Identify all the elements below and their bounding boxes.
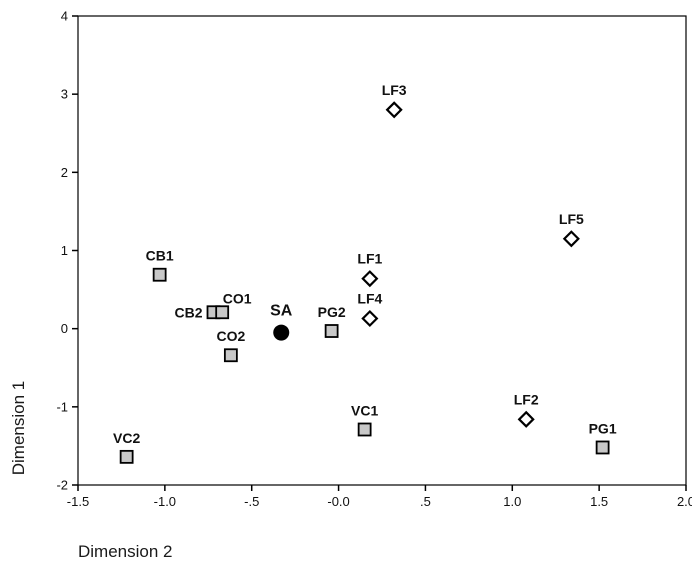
label-lf4: LF4: [357, 291, 382, 307]
y-axis-title: Dimension 1: [9, 381, 28, 476]
point-cb1: [152, 267, 167, 282]
x-tick-label: 2.0: [677, 494, 692, 509]
y-tick-label: 1: [61, 243, 68, 258]
label-cb2: CB2: [174, 304, 202, 320]
y-tick-label: -2: [56, 478, 68, 493]
y-tick-label: 3: [61, 87, 68, 102]
y-tick-label: 0: [61, 321, 68, 336]
x-tick-label: .5: [420, 494, 431, 509]
label-lf2: LF2: [514, 391, 539, 407]
y-tick-label: 4: [61, 9, 68, 24]
point-lf2: [517, 410, 535, 428]
point-lf3: [385, 101, 403, 119]
label-lf5: LF5: [559, 211, 584, 227]
x-tick-label: 1.0: [503, 494, 521, 509]
label-cb1: CB1: [146, 248, 174, 264]
x-tick-label: -1.0: [154, 494, 176, 509]
point-lf5: [562, 230, 580, 248]
x-tick-label: 1.5: [590, 494, 608, 509]
point-pg2: [324, 324, 339, 338]
label-sa: SA: [270, 303, 293, 320]
point-vc2: [119, 449, 134, 464]
x-tick-label: -.5: [244, 494, 259, 509]
x-axis-title: Dimension 2: [78, 542, 173, 561]
label-lf1: LF1: [357, 251, 382, 267]
point-lf1: [361, 270, 379, 288]
y-tick-label: 2: [61, 165, 68, 180]
x-tick-label: -1.5: [67, 494, 89, 509]
label-vc2: VC2: [113, 430, 140, 446]
point-lf4: [361, 309, 379, 328]
point-co2: [223, 348, 238, 363]
point-pg1: [595, 440, 610, 455]
x-tick-label: -0.0: [327, 494, 349, 509]
label-pg2: PG2: [318, 304, 346, 320]
label-co1: CO1: [223, 290, 252, 306]
label-co2: CO2: [216, 328, 245, 344]
label-vc1: VC1: [351, 403, 378, 419]
point-co1: [215, 305, 230, 320]
plot-area: [77, 15, 687, 486]
y-tick-label: -1: [56, 399, 68, 414]
point-sa: [273, 324, 290, 341]
label-lf3: LF3: [382, 82, 407, 98]
label-pg1: PG1: [589, 420, 617, 436]
point-vc1: [357, 422, 372, 437]
